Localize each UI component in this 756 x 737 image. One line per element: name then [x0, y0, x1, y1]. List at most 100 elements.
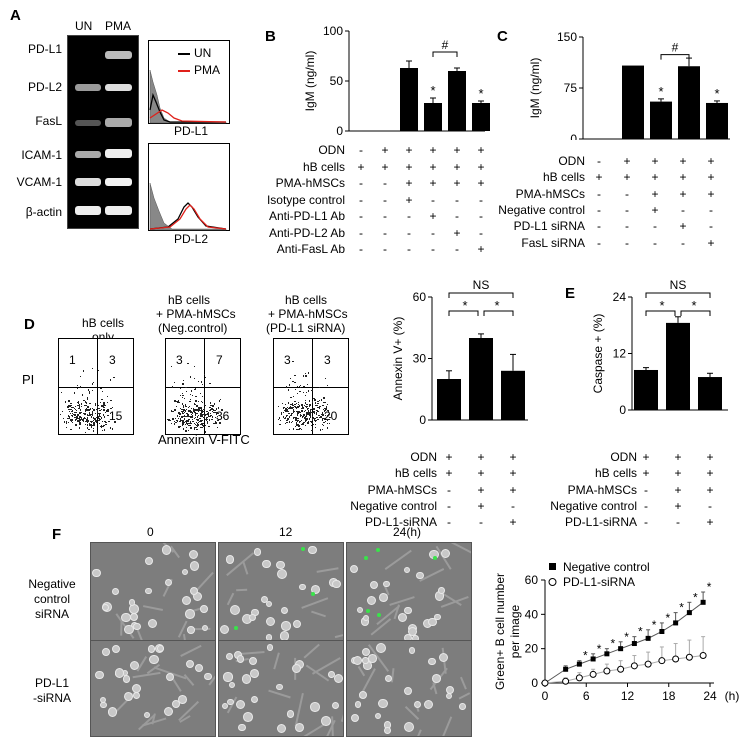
- cell: [349, 564, 358, 573]
- event-dot: [190, 407, 193, 410]
- event-dot: [216, 426, 219, 429]
- event-dot: [208, 419, 211, 421]
- event-dot: [290, 396, 292, 398]
- event-dot: [200, 381, 203, 383]
- event-dot: [200, 420, 202, 423]
- facs-title: + PMA-hMSCs: [268, 307, 348, 321]
- condition-sign: -: [359, 242, 363, 256]
- cell-process: [317, 567, 339, 573]
- histogram-pdl1: [148, 40, 230, 124]
- condition-sign: -: [709, 219, 713, 234]
- event-dot: [83, 412, 85, 414]
- event-dot: [194, 426, 196, 428]
- event-dot: [211, 416, 213, 418]
- condition-sign: +: [477, 498, 485, 513]
- condition-sign: -: [447, 515, 451, 530]
- data-point: [604, 651, 610, 657]
- cell: [223, 672, 233, 682]
- event-dot: [82, 370, 85, 372]
- event-dot: [182, 411, 184, 413]
- event-dot: [212, 405, 214, 407]
- data-point: [645, 635, 651, 641]
- cell: [166, 673, 175, 682]
- event-dot: [299, 421, 301, 423]
- significance-star: *: [659, 298, 664, 313]
- event-dot: [291, 420, 293, 422]
- green-b-cell: [300, 547, 305, 552]
- event-dot: [318, 386, 321, 389]
- event-dot: [79, 375, 81, 377]
- event-dot: [284, 403, 286, 406]
- event-dot: [209, 406, 212, 409]
- event-dot: [194, 387, 197, 390]
- event-dot: [187, 406, 189, 408]
- event-dot: [195, 421, 197, 424]
- event-dot: [76, 411, 78, 414]
- event-dot: [309, 404, 311, 406]
- event-dot: [187, 425, 189, 427]
- event-dot: [105, 410, 108, 412]
- condition-sign: -: [597, 219, 601, 234]
- event-dot: [284, 417, 287, 419]
- condition-sign: -: [625, 202, 629, 217]
- event-dot: [171, 410, 173, 412]
- event-dot: [182, 415, 184, 418]
- event-dot: [110, 427, 112, 429]
- cell: [403, 566, 411, 574]
- event-dot: [190, 421, 192, 423]
- event-dot: [282, 407, 284, 409]
- event-dot: [286, 406, 288, 409]
- event-dot: [185, 387, 187, 389]
- event-dot: [173, 410, 175, 412]
- condition-sign: +: [445, 466, 453, 481]
- event-dot: [69, 428, 72, 431]
- condition-sign: +: [707, 186, 715, 201]
- event-dot: [327, 419, 329, 422]
- condition-sign: +: [405, 143, 413, 157]
- event-dot: [295, 407, 298, 409]
- event-dot: [196, 408, 198, 410]
- event-dot: [296, 420, 298, 422]
- condition-sign: -: [383, 225, 387, 240]
- event-dot: [171, 410, 174, 412]
- event-dot: [94, 420, 97, 422]
- event-dot: [71, 421, 73, 424]
- event-dot: [306, 422, 308, 424]
- event-dot: [71, 410, 73, 413]
- event-dot: [93, 409, 95, 411]
- event-dot: [92, 367, 94, 369]
- event-dot: [315, 419, 317, 422]
- condition-label: PD-L1 siRNA: [513, 219, 585, 234]
- event-dot: [98, 422, 101, 424]
- event-dot: [305, 415, 307, 417]
- event-dot: [323, 401, 325, 403]
- event-dot: [292, 428, 294, 430]
- event-dot: [181, 424, 183, 426]
- event-dot: [106, 414, 109, 417]
- condition-sign: -: [359, 176, 363, 190]
- event-dot: [87, 409, 89, 411]
- event-dot: [185, 421, 187, 423]
- row-label: PD-L1: [34, 676, 69, 690]
- event-dot: [324, 415, 327, 417]
- event-dot: [99, 412, 102, 414]
- cell: [321, 716, 331, 727]
- event-dot: [176, 420, 179, 423]
- event-dot: [197, 422, 200, 424]
- event-dot: [299, 386, 301, 388]
- event-dot: [205, 417, 208, 419]
- event-dot: [213, 422, 215, 424]
- event-dot: [178, 426, 180, 428]
- event-dot: [204, 404, 207, 406]
- event-dot: [313, 419, 316, 421]
- event-dot: [76, 387, 79, 390]
- cell: [385, 674, 393, 682]
- event-dot: [60, 413, 62, 415]
- event-dot: [101, 425, 104, 427]
- event-dot: [306, 406, 308, 409]
- event-dot: [315, 413, 317, 415]
- event-dot: [288, 416, 290, 418]
- y-tick-label: 150: [557, 30, 577, 44]
- event-dot: [106, 401, 109, 404]
- event-dot: [294, 417, 296, 419]
